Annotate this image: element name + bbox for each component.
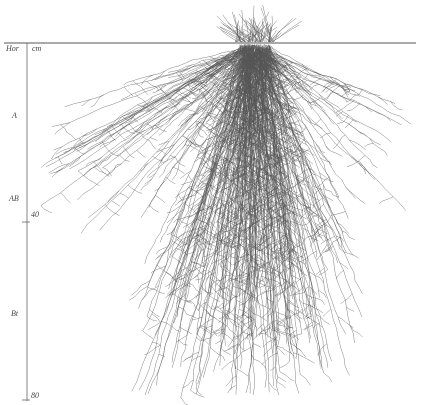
roots <box>40 4 412 405</box>
horizon-label: AB <box>8 194 19 203</box>
horizon-label: Bt <box>11 309 19 318</box>
depth-label: 40 <box>31 210 39 219</box>
root-system <box>40 4 412 405</box>
depth-label: 80 <box>31 391 39 400</box>
depth-unit: cm <box>32 44 42 53</box>
horizon-label: A <box>11 111 17 120</box>
horizon-header: Hor <box>5 44 20 53</box>
